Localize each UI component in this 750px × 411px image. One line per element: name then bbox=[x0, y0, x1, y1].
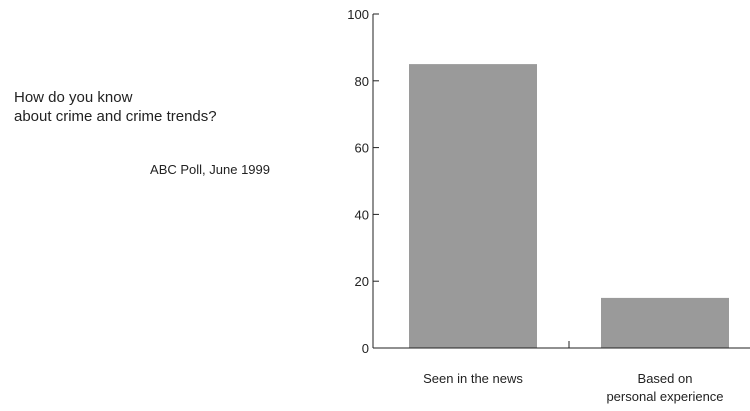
y-tick-label-80: 80 bbox=[355, 74, 369, 89]
y-tick-label-60: 60 bbox=[355, 141, 369, 156]
bar-2 bbox=[601, 297, 729, 348]
x-tick-label-1-line-1: Seen in the news bbox=[423, 371, 523, 386]
x-tick-label-2: Based on personal experience bbox=[606, 371, 723, 404]
y-tick-label-100: 100 bbox=[347, 7, 369, 22]
y-tick-label-0: 0 bbox=[362, 341, 369, 356]
x-tick-label-2-line-1: Based on bbox=[638, 371, 693, 386]
chart-title: How do you know about crime and crime tr… bbox=[14, 88, 304, 126]
y-tick-label-40: 40 bbox=[355, 207, 369, 222]
chart-title-line-2: about crime and crime trends? bbox=[14, 108, 217, 125]
x-tick-label-1: Seen in the news bbox=[423, 371, 523, 386]
y-tick-label-20: 20 bbox=[355, 274, 369, 289]
bar-1 bbox=[409, 64, 537, 348]
x-tick-label-2-line-2: personal experience bbox=[606, 389, 723, 404]
chart-subtitle: ABC Poll, June 1999 bbox=[150, 162, 270, 177]
chart-title-line-1: How do you know bbox=[14, 89, 133, 106]
